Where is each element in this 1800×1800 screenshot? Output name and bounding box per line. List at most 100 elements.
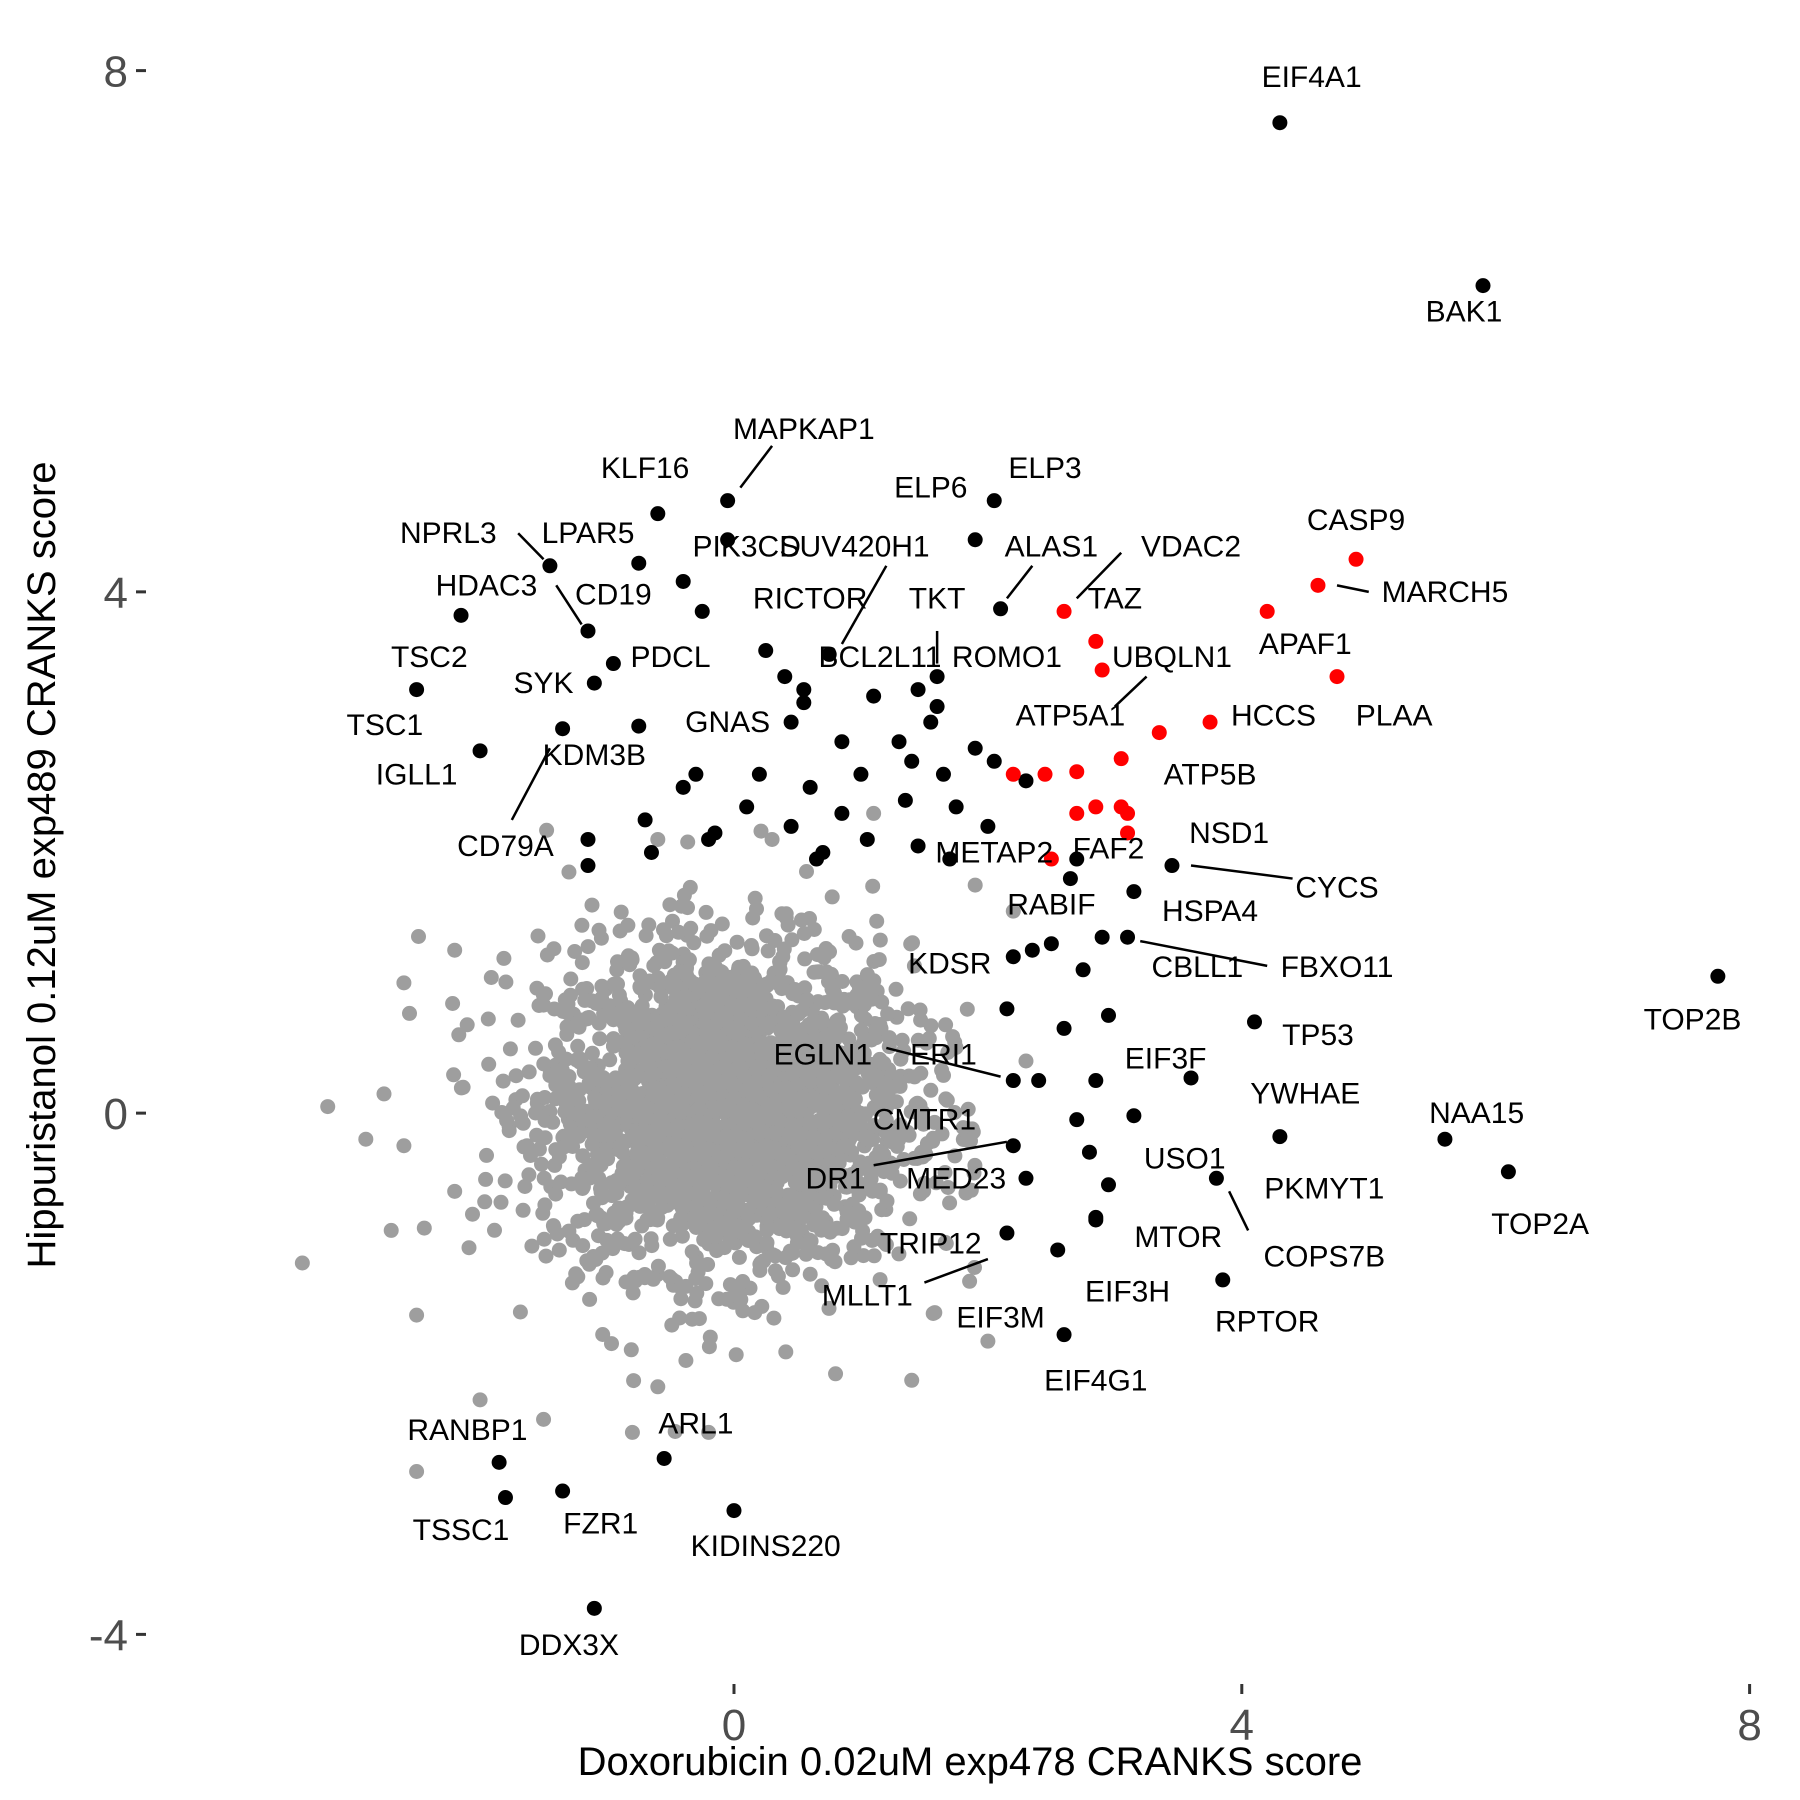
background-point: [620, 917, 636, 933]
background-point: [696, 1232, 712, 1248]
background-point: [639, 1212, 655, 1228]
background-point: [794, 1126, 810, 1142]
background-point: [567, 944, 583, 959]
red-point: [1094, 662, 1110, 678]
background-point: [495, 1073, 511, 1089]
background-point: [873, 1231, 889, 1247]
gene-label: CD79A: [457, 830, 554, 863]
background-point: [876, 1055, 892, 1071]
background-point: [480, 1011, 496, 1027]
gene-label: RPTOR: [1215, 1306, 1319, 1339]
leader-line: [873, 1140, 1008, 1167]
background-point: [693, 1139, 709, 1155]
background-point: [611, 1200, 627, 1216]
background-point: [536, 1056, 552, 1072]
background-point: [536, 1170, 552, 1186]
background-point: [824, 1252, 839, 1267]
background-point: [554, 1087, 570, 1103]
background-point: [570, 1269, 586, 1285]
background-point: [921, 1030, 937, 1046]
background-point: [487, 1222, 502, 1238]
black-point: [586, 675, 602, 691]
background-point: [819, 964, 835, 980]
grey-point: [764, 831, 780, 847]
background-point: [539, 947, 555, 963]
gene-label: MTOR: [1134, 1221, 1222, 1254]
background-point: [840, 1120, 856, 1136]
background-point: [821, 1049, 837, 1065]
background-point: [927, 1305, 943, 1321]
background-point: [866, 1248, 882, 1264]
background-point: [673, 1210, 689, 1226]
background-point: [685, 1072, 701, 1088]
gene-label: TAZ: [1088, 582, 1142, 615]
background-point: [581, 1256, 597, 1272]
y-tick-label: 8: [104, 48, 128, 97]
background-point: [493, 1194, 509, 1210]
background-point: [584, 1045, 600, 1061]
leader-line: [555, 584, 583, 626]
background-point: [955, 1120, 971, 1136]
black-point: [580, 623, 596, 639]
black-point: [1069, 1112, 1085, 1128]
background-point: [570, 1015, 586, 1031]
background-point: [574, 955, 590, 971]
gene-label: ELP6: [894, 472, 967, 505]
leader-line: [923, 1257, 989, 1284]
background-point: [608, 1070, 624, 1086]
background-point: [665, 980, 681, 996]
red-point: [1259, 603, 1275, 619]
background-point: [534, 1156, 549, 1172]
black-point: [1475, 278, 1491, 294]
black-points-layer: [409, 115, 1726, 1616]
background-point: [696, 1169, 712, 1185]
background-point: [784, 1117, 799, 1132]
black-point: [1056, 1020, 1072, 1036]
background-point: [667, 1424, 683, 1439]
leader-lines-layer: [510, 445, 1370, 1284]
background-point: [699, 1023, 715, 1039]
background-point: [872, 932, 888, 948]
black-point: [859, 831, 875, 847]
background-point: [827, 1022, 843, 1038]
background-point: [539, 822, 555, 838]
background-point: [584, 897, 600, 913]
background-point: [676, 1143, 691, 1159]
black-point: [555, 1483, 571, 1499]
background-point: [755, 979, 771, 995]
gene-label: HCCS: [1231, 700, 1316, 733]
black-point: [897, 792, 913, 808]
background-point: [799, 864, 814, 879]
background-point: [727, 983, 743, 999]
background-point: [718, 1061, 734, 1076]
background-point: [582, 1112, 598, 1128]
red-point: [1329, 669, 1345, 685]
background-point: [747, 890, 763, 906]
background-point: [874, 994, 890, 1010]
background-point: [677, 1089, 693, 1105]
background-point: [631, 1108, 647, 1124]
black-point: [1075, 962, 1091, 978]
black-point: [910, 682, 926, 698]
black-point: [1183, 1070, 1199, 1086]
background-point: [573, 1124, 589, 1140]
gene-label: KLF16: [601, 452, 689, 485]
background-point: [584, 1136, 600, 1152]
background-point: [502, 1041, 518, 1057]
background-point: [376, 1086, 392, 1102]
background-point: [960, 1101, 976, 1117]
black-point: [986, 753, 1002, 769]
background-point: [753, 823, 769, 839]
grey-point: [980, 1333, 996, 1349]
leader-line: [510, 747, 552, 821]
black-point: [555, 721, 571, 737]
background-point: [453, 1080, 469, 1096]
background-point: [916, 1116, 931, 1132]
background-point: [592, 1031, 608, 1047]
background-point: [717, 1009, 733, 1024]
background-point: [714, 916, 730, 932]
grey-point: [828, 1366, 844, 1382]
background-point: [787, 1175, 803, 1190]
background-point: [846, 1173, 862, 1189]
black-point: [688, 766, 704, 782]
